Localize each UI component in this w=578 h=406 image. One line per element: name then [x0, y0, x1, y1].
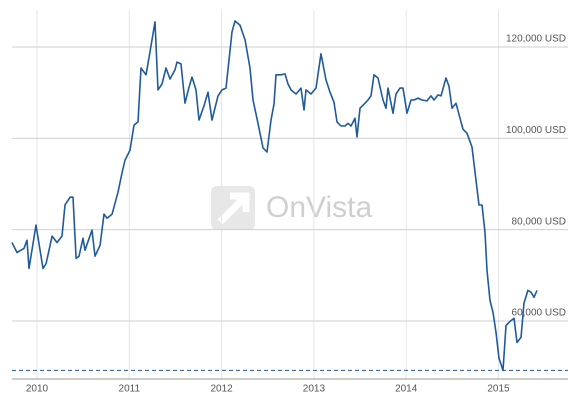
price-line [11, 20, 538, 372]
y-tick-label: 80,000 USD [512, 216, 566, 227]
x-tick-label: 2014 [395, 384, 418, 395]
x-tick-label: 2012 [210, 384, 233, 395]
x-tick-label: 2015 [487, 384, 510, 395]
y-tick-label: 120,000 USD [506, 34, 566, 45]
y-tick-label: 100,000 USD [506, 125, 566, 136]
logo-arrow [217, 192, 250, 225]
x-tick-label: 2011 [119, 384, 141, 395]
watermark-logo [211, 186, 255, 230]
x-tick-label: 2013 [303, 384, 326, 395]
watermark-text: OnVista [266, 191, 372, 224]
y-tick-label: 60,000 USD [512, 308, 566, 319]
x-tick-label: 2010 [26, 384, 49, 395]
